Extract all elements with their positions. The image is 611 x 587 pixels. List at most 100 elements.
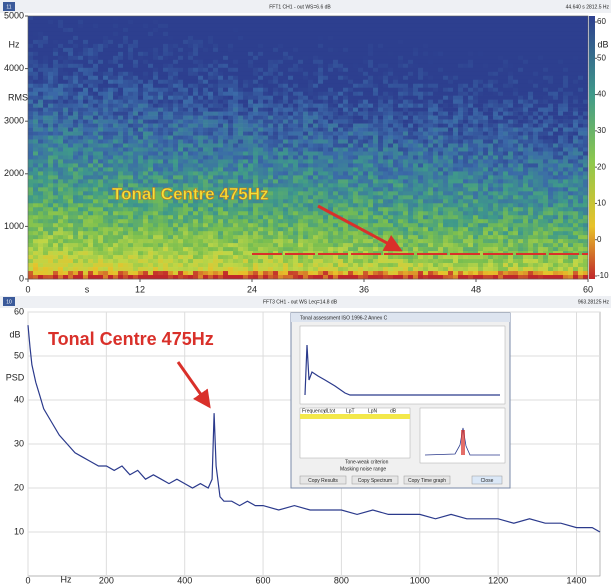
spectrogram-cell <box>573 36 578 40</box>
spectrogram-cell <box>458 96 463 100</box>
spectrogram-cell <box>563 183 568 187</box>
spectrogram-cell <box>393 96 398 100</box>
spectrogram-cell <box>78 72 83 76</box>
spectrogram-cell <box>143 64 148 68</box>
spectrogram-cell <box>543 128 548 132</box>
spectrogram-cell <box>498 76 503 80</box>
spectrogram-cell <box>148 16 153 20</box>
spectrogram-cell <box>423 112 428 116</box>
spectrogram-cell <box>218 76 223 80</box>
spectrogram-cell <box>298 116 303 120</box>
spectrogram-cell <box>583 76 588 80</box>
spectrogram-cell <box>453 120 458 124</box>
spectrogram-cell <box>368 124 373 128</box>
spectrogram-cell <box>88 132 93 136</box>
spectrogram-cell <box>38 183 43 187</box>
spectrogram-cell <box>98 128 103 132</box>
spectrogram-cell <box>148 36 153 40</box>
spectrogram-cell <box>373 179 378 183</box>
spectrogram-cell <box>418 36 423 40</box>
spectrogram-cell <box>513 24 518 28</box>
spectrogram-cell <box>58 171 63 175</box>
spectrogram-cell <box>233 48 238 52</box>
spectrogram-cell <box>28 187 33 191</box>
spectrogram-cell <box>163 108 168 112</box>
spectrogram-cell <box>158 80 163 84</box>
spectrogram-cell <box>258 68 263 72</box>
spectrogram-cell <box>258 159 263 163</box>
spectrogram-cell <box>558 24 563 28</box>
spectrogram-cell <box>103 24 108 28</box>
spectrogram-cell <box>463 16 468 20</box>
spectrogram-cell <box>488 136 493 140</box>
spectrogram-cell <box>323 108 328 112</box>
spectrogram-cell <box>573 183 578 187</box>
spectrogram-cell <box>368 72 373 76</box>
spectrogram-cell <box>458 112 463 116</box>
spectrogram-cell <box>103 52 108 56</box>
spectrogram-cell <box>293 80 298 84</box>
spectrogram-cell <box>33 60 38 64</box>
spectrogram-cell <box>493 140 498 144</box>
spectrogram-cell <box>393 179 398 183</box>
spectrogram-cell <box>448 151 453 155</box>
spectrogram-cell <box>503 167 508 171</box>
spectrogram-cell <box>118 171 123 175</box>
spectrogram-cell <box>288 128 293 132</box>
spectrogram-cell <box>413 140 418 144</box>
spectrogram-cell <box>498 16 503 20</box>
spectrogram-cell <box>283 191 288 195</box>
spectrogram-cell <box>33 140 38 144</box>
spectrogram-cell <box>523 24 528 28</box>
spectrogram-cell <box>573 40 578 44</box>
spectrogram-cell <box>323 52 328 56</box>
spectrogram-cell <box>563 48 568 52</box>
spectrogram-cell <box>423 108 428 112</box>
spectrogram-cell <box>523 124 528 128</box>
spectrogram-cell <box>548 183 553 187</box>
spectrogram-cell <box>338 52 343 56</box>
spectrogram-cell <box>543 179 548 183</box>
spectrogram-cell <box>178 120 183 124</box>
spectrogram-cell <box>488 44 493 48</box>
spectrogram-cell <box>138 64 143 68</box>
spectrogram-cell <box>43 116 48 120</box>
spectrogram-cell <box>103 56 108 60</box>
spectrogram-cell <box>343 36 348 40</box>
spectrogram-cell <box>338 175 343 179</box>
spectrogram-cell <box>268 167 273 171</box>
spectrogram-cell <box>338 191 343 195</box>
spectrogram-cell <box>548 187 553 191</box>
spectrogram-cell <box>318 116 323 120</box>
spectrogram-cell <box>258 80 263 84</box>
spectrogram-cell <box>193 60 198 64</box>
spectrogram-cell <box>288 191 293 195</box>
spectrogram-cell <box>563 68 568 72</box>
spectrogram-cell <box>493 32 498 36</box>
spectrogram-cell <box>323 96 328 100</box>
spectrogram-cell <box>568 183 573 187</box>
spectrogram-cell <box>368 92 373 96</box>
spectrogram-cell <box>463 68 468 72</box>
spectrogram-cell <box>548 112 553 116</box>
spectrogram-cell <box>583 20 588 24</box>
spectrogram-cell <box>373 68 378 72</box>
spectrogram-cell <box>48 96 53 100</box>
spectrogram-cell <box>373 171 378 175</box>
spectrogram-cell <box>368 136 373 140</box>
spectrogram-cell <box>123 167 128 171</box>
spectrogram-cell <box>353 116 358 120</box>
spectrogram-cell <box>173 171 178 175</box>
spectrogram-cell <box>318 52 323 56</box>
spectrogram-cell <box>183 175 188 179</box>
spectrogram-cell <box>293 120 298 124</box>
spectrogram-cell <box>98 68 103 72</box>
spectrogram-cell <box>513 84 518 88</box>
spectrogram-cell <box>558 40 563 44</box>
spectrogram-cell <box>508 183 513 187</box>
spectrogram-cell <box>443 68 448 72</box>
spectrogram-cell <box>248 116 253 120</box>
spectrogram-cell <box>198 128 203 132</box>
spectrogram-cell <box>333 40 338 44</box>
spectrogram-cell <box>63 100 68 104</box>
